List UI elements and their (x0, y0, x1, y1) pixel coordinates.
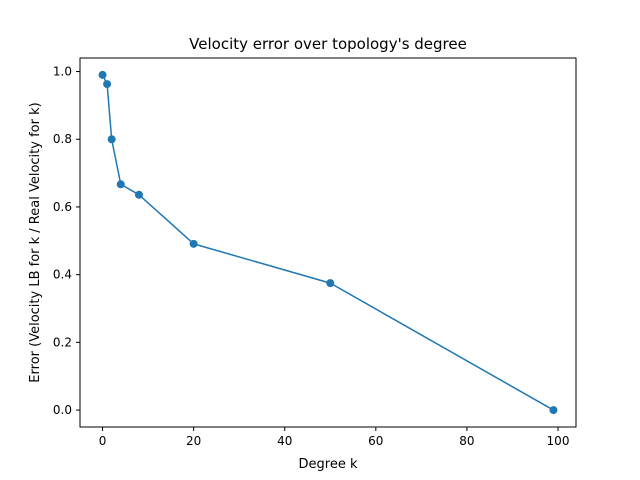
y-tick-label: 1.0 (53, 65, 72, 79)
x-tick-label: 100 (547, 434, 570, 448)
y-axis-label: Error (Velocity LB for k / Real Velocity… (28, 102, 43, 382)
chart-title: Velocity error over topology's degree (189, 35, 467, 53)
x-tick-label: 20 (186, 434, 201, 448)
series-line (101, 74, 554, 411)
data-point (549, 406, 558, 415)
x-tick-label: 80 (459, 434, 474, 448)
data-point (189, 239, 198, 248)
data-point (107, 135, 116, 144)
x-tick-label: 40 (277, 434, 292, 448)
data-point (103, 80, 112, 89)
data-point (98, 70, 107, 79)
x-tick-label: 0 (99, 434, 107, 448)
y-tick-label: 0.0 (53, 403, 72, 417)
data-point (134, 190, 143, 199)
series-layer (98, 70, 558, 415)
y-tick-label: 0.4 (53, 268, 72, 282)
data-point (326, 279, 335, 288)
x-axis-label: Degree k (299, 457, 358, 472)
data-point (116, 180, 125, 189)
y-tick-label: 0.2 (53, 335, 72, 349)
x-tick-label: 60 (368, 434, 383, 448)
axes-frame (79, 57, 577, 428)
y-tick-label: 0.6 (53, 200, 72, 214)
y-tick-label: 0.8 (53, 132, 72, 146)
axis-ticks: 0 20 40 60 80 100 0.0 0.2 0.4 0.6 0.8 1.0 (53, 65, 570, 448)
